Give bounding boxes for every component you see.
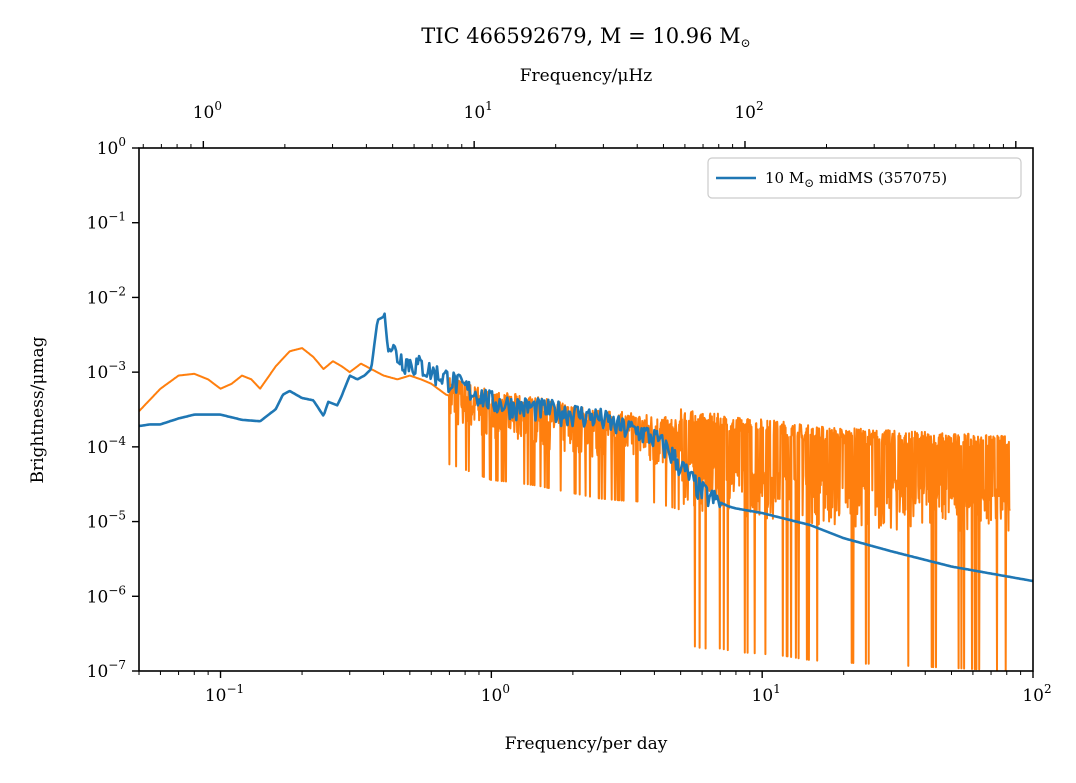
y-tick-label: 10−4 bbox=[87, 434, 127, 458]
x-tick-label: 102 bbox=[1022, 682, 1051, 706]
y-tick-label: 10−5 bbox=[87, 509, 126, 533]
x-tick-label: 100 bbox=[481, 682, 510, 706]
x2-tick-label: 100 bbox=[193, 99, 222, 123]
axis-tick-labels: 10−1 100 101 102 100 101 102 100 10−1 10−2 10−3 10−… bbox=[87, 99, 1052, 706]
chart-title: TIC 466592679, M = 10.96 M⊙ bbox=[421, 24, 750, 50]
series-line-model bbox=[139, 312, 1033, 583]
plot-area bbox=[139, 312, 1033, 671]
legend-label-model: 10 M⊙ midMS (357075) bbox=[765, 169, 947, 190]
y-tick-label: 10−1 bbox=[87, 210, 126, 234]
legend: 10 M⊙ midMS (357075) bbox=[707, 157, 1022, 199]
x2-tick-label: 102 bbox=[734, 99, 763, 123]
y-tick-label: 10−2 bbox=[87, 284, 126, 308]
x-axis-label: Frequency/per day bbox=[505, 734, 668, 754]
top-x-axis-label: Frequency/μHz bbox=[520, 66, 653, 86]
x-tick-label: 101 bbox=[752, 682, 781, 706]
y-tick-label: 10−3 bbox=[87, 359, 126, 383]
plot-frame bbox=[138, 147, 1034, 672]
legend-box bbox=[707, 157, 1022, 199]
x-tick-label: 10−1 bbox=[205, 682, 244, 706]
series-line-observed bbox=[139, 347, 1011, 671]
y-tick-label: 10−7 bbox=[87, 658, 126, 682]
y-tick-label: 100 bbox=[97, 135, 126, 159]
y-axis-label: Brightness/μmag bbox=[28, 336, 48, 483]
x2-tick-label: 101 bbox=[464, 99, 493, 123]
y-tick-label: 10−6 bbox=[87, 583, 126, 607]
